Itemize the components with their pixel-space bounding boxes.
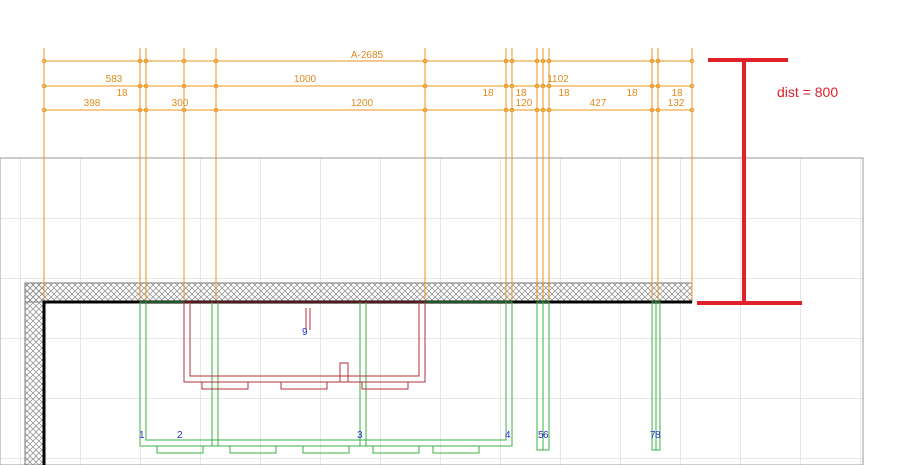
dimension-label: 398 bbox=[84, 98, 101, 109]
dimension-label: 300 bbox=[172, 98, 189, 109]
wall-cabinet bbox=[183, 301, 426, 390]
part-number: 6 bbox=[543, 430, 549, 441]
dimension-node bbox=[503, 58, 509, 64]
dimension-label: 18 bbox=[558, 88, 570, 99]
dimension-node bbox=[503, 83, 509, 89]
dimension-node bbox=[503, 107, 509, 113]
dimension-label: A-2685 bbox=[351, 50, 384, 61]
dimension-node bbox=[509, 83, 515, 89]
dimension-label: 132 bbox=[668, 98, 685, 109]
dimension-node bbox=[546, 83, 552, 89]
dimension-node bbox=[649, 58, 655, 64]
dimension-node bbox=[137, 58, 143, 64]
dimension-node bbox=[534, 107, 540, 113]
dimension-node bbox=[649, 107, 655, 113]
dimension-label: 583 bbox=[106, 74, 123, 85]
dimension-label: 1102 bbox=[547, 74, 569, 85]
dimension-node bbox=[143, 58, 149, 64]
wall-hatch bbox=[24, 282, 45, 465]
dimension-node bbox=[213, 107, 219, 113]
dimension-node bbox=[137, 107, 143, 113]
dimension-node bbox=[689, 58, 695, 64]
dimension-label: 18 bbox=[482, 88, 494, 99]
dimension-node bbox=[181, 58, 187, 64]
dimension-label: 1200 bbox=[351, 98, 374, 109]
dimension-node bbox=[41, 58, 47, 64]
dimension-node bbox=[540, 107, 546, 113]
dimension-node bbox=[213, 83, 219, 89]
dimension-node bbox=[689, 83, 695, 89]
dimension-node bbox=[41, 83, 47, 89]
distance-label: dist = 800 bbox=[777, 84, 838, 100]
dimension-node bbox=[41, 107, 47, 113]
base-cabinets bbox=[139, 301, 661, 454]
dimension-node bbox=[422, 107, 428, 113]
dimension-label: 18 bbox=[515, 88, 527, 99]
dimension-node bbox=[655, 107, 661, 113]
grid bbox=[0, 157, 864, 465]
dimension-node bbox=[509, 107, 515, 113]
dimension-node bbox=[213, 58, 219, 64]
dimension-node bbox=[143, 83, 149, 89]
wall-hatch bbox=[24, 282, 693, 303]
part-number: 4 bbox=[505, 430, 511, 441]
part-number: 9 bbox=[302, 327, 308, 338]
dimension-label: 1000 bbox=[294, 74, 317, 85]
part-number: 7 bbox=[650, 430, 656, 441]
part-number: 8 bbox=[655, 430, 661, 441]
dimension-node bbox=[546, 58, 552, 64]
dimension-node bbox=[649, 83, 655, 89]
dimension-node bbox=[181, 83, 187, 89]
part-number: 2 bbox=[177, 430, 183, 441]
dimension-label: 427 bbox=[590, 98, 607, 109]
dimension-node bbox=[540, 58, 546, 64]
dimension-label: 18 bbox=[626, 88, 638, 99]
dimension-node bbox=[422, 58, 428, 64]
distance-marker bbox=[697, 58, 802, 305]
dimension-node bbox=[534, 58, 540, 64]
part-number: 1 bbox=[139, 430, 145, 441]
dimension-node bbox=[546, 107, 552, 113]
dimension-label: 18 bbox=[116, 88, 128, 99]
dimension-node bbox=[655, 58, 661, 64]
dimension-node bbox=[143, 107, 149, 113]
part-number: 5 bbox=[538, 430, 544, 441]
part-number: 3 bbox=[357, 430, 363, 441]
dimension-node bbox=[689, 107, 695, 113]
dimension-lines bbox=[41, 48, 695, 300]
dimension-node bbox=[540, 83, 546, 89]
dimension-node bbox=[181, 107, 187, 113]
dimension-label: 18 bbox=[671, 88, 683, 99]
dimension-node bbox=[655, 83, 661, 89]
dimension-node bbox=[509, 58, 515, 64]
dimension-node bbox=[422, 83, 428, 89]
dimension-node bbox=[534, 83, 540, 89]
dimension-node bbox=[137, 83, 143, 89]
dimension-label: 120 bbox=[516, 98, 533, 109]
